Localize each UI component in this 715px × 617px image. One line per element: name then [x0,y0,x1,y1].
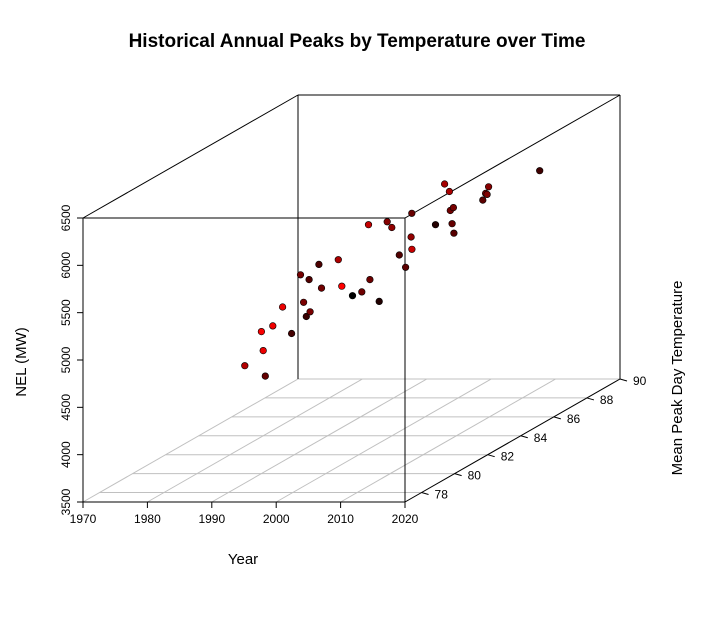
data-point [364,221,373,229]
x-tick-label: 2000 [263,512,290,526]
y-tick-label: 4500 [59,394,73,421]
data-point [279,303,287,311]
x-axis-label: Year [228,551,258,568]
y-tick-label: 5000 [59,346,73,373]
x-tick-label: 2010 [327,512,354,526]
data-point [261,372,269,380]
data-point [348,292,357,300]
data-point [305,276,313,284]
data-point [317,284,326,292]
data-point [431,221,440,229]
z-tick-mark [454,473,462,477]
z-tick-label: 88 [600,393,614,407]
data-point [536,167,544,175]
data-point [269,322,277,330]
data-point [300,298,308,306]
data-point [395,251,403,259]
data-point [358,288,366,296]
box-edge [82,94,299,219]
data-point [485,183,493,191]
data-point [259,347,267,355]
z-tick-mark [487,454,495,458]
data-point [334,256,342,264]
y-tick-label: 4000 [59,441,73,468]
y-tick-label: 6500 [59,204,73,231]
data-point [306,308,314,316]
z-tick-label: 82 [501,450,515,464]
y-tick-label: 5500 [59,299,73,326]
floor-grid-line [147,378,363,503]
z-tick-mark [553,416,561,420]
data-point [407,233,415,241]
x-tick-label: 1970 [70,512,97,526]
y-tick-label: 6000 [59,252,73,279]
data-point [315,260,323,269]
data-point [479,196,487,204]
data-point [449,204,458,212]
box-edge [404,378,621,503]
x-tick-label: 1980 [134,512,161,526]
y-tick-label: 3500 [59,488,73,515]
data-point [383,218,391,226]
z-tick-label: 80 [468,469,482,483]
z-tick-label: 86 [567,412,581,426]
data-point [366,276,374,284]
chart-title: Historical Annual Peaks by Temperature o… [129,31,586,52]
floor-grid-line [82,378,299,503]
data-point [408,245,416,253]
data-point [450,229,458,237]
data-point [257,328,266,336]
data-point [338,282,346,290]
data-point [445,187,454,196]
axis-ticks: 1970 1980 1990 2000 2010 2020 3500 4000 4500 5000… [59,204,647,526]
floor-grid-line [340,378,556,503]
y-axis-label: NEL (MW) [13,327,30,396]
z-tick-mark [619,378,628,382]
data-point [241,362,249,370]
floor-grid-line [275,378,492,503]
x-tick-label: 2020 [392,512,419,526]
data-point [288,329,296,338]
plot-box [82,94,621,503]
data-point [441,180,449,188]
data-point [375,297,383,306]
data-point [402,263,410,271]
data-point [448,220,456,228]
z-tick-label: 78 [435,488,449,502]
z-tick-mark [520,435,528,439]
data-point [483,190,491,198]
data-point [388,223,396,232]
data-point [296,271,305,279]
z-tick-mark [421,492,429,496]
z-tick-mark [586,397,595,401]
data-point [302,312,310,321]
floor-grid-line [211,378,428,503]
x-tick-label: 1990 [198,512,225,526]
data-points [241,167,544,380]
z-axis-label: Mean Peak Day Temperature [669,281,686,476]
box-edge [404,94,621,219]
z-tick-label: 84 [534,431,548,445]
data-point [408,209,416,217]
z-tick-label: 90 [633,374,647,388]
